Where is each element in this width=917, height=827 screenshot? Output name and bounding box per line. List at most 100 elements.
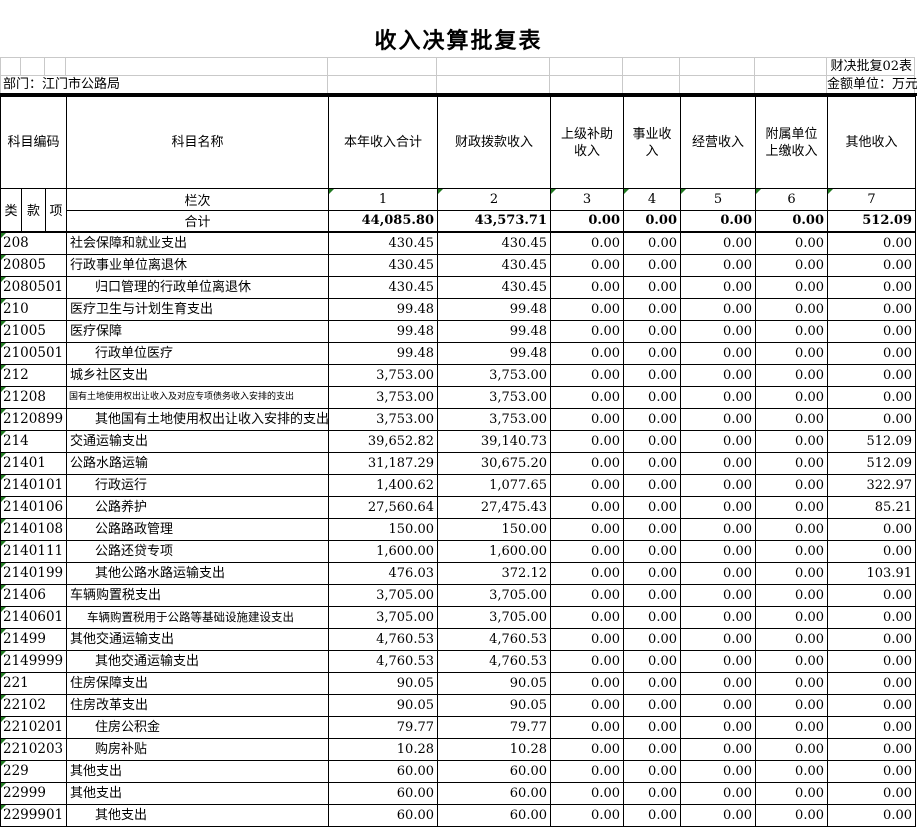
header-col-superior-subsidy[interactable]: 上级补助 收入 bbox=[550, 96, 624, 189]
value-cell[interactable]: 0.00 bbox=[550, 231, 624, 255]
value-cell[interactable]: 0.00 bbox=[680, 407, 756, 431]
value-cell[interactable]: 0.00 bbox=[755, 495, 828, 519]
value-cell[interactable]: 0.00 bbox=[623, 517, 681, 541]
value-cell[interactable]: 0.00 bbox=[680, 561, 756, 585]
value-cell[interactable]: 0.00 bbox=[550, 539, 624, 563]
value-cell[interactable]: 0.00 bbox=[623, 561, 681, 585]
value-cell[interactable]: 90.05 bbox=[328, 671, 438, 695]
subject-name-cell[interactable]: 国有土地使用权出让收入及对应专项债务收入安排的支出 bbox=[66, 385, 329, 409]
value-cell[interactable]: 0.00 bbox=[623, 671, 681, 695]
value-cell[interactable]: 0.00 bbox=[550, 473, 624, 497]
lanci-col-2[interactable]: 2 bbox=[437, 188, 551, 211]
value-cell[interactable]: 0.00 bbox=[550, 605, 624, 629]
value-cell[interactable]: 0.00 bbox=[550, 627, 624, 651]
subject-name-cell[interactable]: 公路还贷专项 bbox=[66, 539, 329, 563]
value-cell[interactable]: 0.00 bbox=[755, 341, 828, 365]
value-cell[interactable]: 430.45 bbox=[437, 253, 551, 277]
value-cell[interactable]: 0.00 bbox=[827, 737, 916, 761]
value-cell[interactable]: 0.00 bbox=[680, 693, 756, 717]
value-cell[interactable]: 99.48 bbox=[437, 319, 551, 343]
value-cell[interactable]: 0.00 bbox=[755, 759, 828, 783]
value-cell[interactable]: 0.00 bbox=[623, 297, 681, 321]
value-cell[interactable]: 3,753.00 bbox=[328, 385, 438, 409]
header-subject-name[interactable]: 科目名称 bbox=[66, 96, 329, 189]
value-cell[interactable]: 0.00 bbox=[623, 649, 681, 673]
total-value-1[interactable]: 44,085.80 bbox=[328, 210, 438, 233]
header-col-total-income[interactable]: 本年收入合计 bbox=[328, 96, 438, 189]
header-col-operating-income[interactable]: 经营收入 bbox=[680, 96, 756, 189]
total-value-3[interactable]: 0.00 bbox=[550, 210, 624, 233]
value-cell[interactable]: 430.45 bbox=[437, 275, 551, 299]
subject-code-cell[interactable]: 221 bbox=[0, 671, 67, 695]
value-cell[interactable]: 0.00 bbox=[680, 363, 756, 387]
subject-name-cell[interactable]: 住房保障支出 bbox=[66, 671, 329, 695]
value-cell[interactable]: 0.00 bbox=[680, 781, 756, 805]
header-subject-code[interactable]: 科目编码 bbox=[0, 96, 67, 189]
value-cell[interactable]: 0.00 bbox=[755, 583, 828, 607]
value-cell[interactable]: 0.00 bbox=[550, 297, 624, 321]
value-cell[interactable]: 0.00 bbox=[755, 649, 828, 673]
value-cell[interactable]: 0.00 bbox=[680, 539, 756, 563]
value-cell[interactable]: 0.00 bbox=[755, 363, 828, 387]
lanci-col-5[interactable]: 5 bbox=[680, 188, 756, 211]
subject-name-cell[interactable]: 公路路政管理 bbox=[66, 517, 329, 541]
subject-name-cell[interactable]: 公路水路运输 bbox=[66, 451, 329, 475]
subject-code-cell[interactable]: 21005 bbox=[0, 319, 67, 343]
subject-name-cell[interactable]: 住房改革支出 bbox=[66, 693, 329, 717]
subject-code-cell[interactable]: 2080501 bbox=[0, 275, 67, 299]
value-cell[interactable]: 0.00 bbox=[755, 737, 828, 761]
subject-name-cell[interactable]: 医疗卫生与计划生育支出 bbox=[66, 297, 329, 321]
value-cell[interactable]: 0.00 bbox=[755, 231, 828, 255]
subject-code-cell[interactable]: 210 bbox=[0, 297, 67, 321]
value-cell[interactable]: 0.00 bbox=[550, 561, 624, 585]
subject-name-cell[interactable]: 车辆购置税支出 bbox=[66, 583, 329, 607]
value-cell[interactable]: 79.77 bbox=[437, 715, 551, 739]
value-cell[interactable]: 0.00 bbox=[827, 319, 916, 343]
value-cell[interactable]: 3,753.00 bbox=[328, 363, 438, 387]
subject-name-cell[interactable]: 其他支出 bbox=[66, 781, 329, 805]
value-cell[interactable]: 0.00 bbox=[755, 693, 828, 717]
subject-code-cell[interactable]: 21406 bbox=[0, 583, 67, 607]
value-cell[interactable]: 0.00 bbox=[550, 649, 624, 673]
subject-code-cell[interactable]: 2140108 bbox=[0, 517, 67, 541]
total-label[interactable]: 合计 bbox=[66, 210, 329, 233]
subject-name-cell[interactable]: 其他支出 bbox=[66, 759, 329, 783]
value-cell[interactable]: 60.00 bbox=[437, 759, 551, 783]
value-cell[interactable]: 0.00 bbox=[623, 429, 681, 453]
value-cell[interactable]: 0.00 bbox=[755, 253, 828, 277]
value-cell[interactable]: 3,705.00 bbox=[328, 605, 438, 629]
value-cell[interactable]: 0.00 bbox=[550, 429, 624, 453]
value-cell[interactable]: 430.45 bbox=[437, 231, 551, 255]
value-cell[interactable]: 0.00 bbox=[755, 605, 828, 629]
subject-name-cell[interactable]: 城乡社区支出 bbox=[66, 363, 329, 387]
value-cell[interactable]: 0.00 bbox=[680, 319, 756, 343]
value-cell[interactable]: 60.00 bbox=[328, 759, 438, 783]
value-cell[interactable]: 27,475.43 bbox=[437, 495, 551, 519]
value-cell[interactable]: 3,753.00 bbox=[437, 363, 551, 387]
value-cell[interactable]: 0.00 bbox=[680, 341, 756, 365]
value-cell[interactable]: 0.00 bbox=[680, 605, 756, 629]
subject-name-cell[interactable]: 行政单位医疗 bbox=[66, 341, 329, 365]
value-cell[interactable]: 0.00 bbox=[680, 715, 756, 739]
value-cell[interactable]: 0.00 bbox=[623, 253, 681, 277]
value-cell[interactable]: 0.00 bbox=[550, 715, 624, 739]
lanci-col-7[interactable]: 7 bbox=[827, 188, 916, 211]
value-cell[interactable]: 99.48 bbox=[328, 341, 438, 365]
value-cell[interactable]: 0.00 bbox=[623, 473, 681, 497]
subject-code-cell[interactable]: 2149999 bbox=[0, 649, 67, 673]
value-cell[interactable]: 0.00 bbox=[550, 737, 624, 761]
value-cell[interactable]: 60.00 bbox=[328, 781, 438, 805]
value-cell[interactable]: 0.00 bbox=[827, 583, 916, 607]
value-cell[interactable]: 0.00 bbox=[550, 583, 624, 607]
value-cell[interactable]: 31,187.29 bbox=[328, 451, 438, 475]
value-cell[interactable]: 0.00 bbox=[827, 671, 916, 695]
value-cell[interactable]: 0.00 bbox=[550, 781, 624, 805]
value-cell[interactable]: 0.00 bbox=[550, 693, 624, 717]
subject-code-cell[interactable]: 229 bbox=[0, 759, 67, 783]
value-cell[interactable]: 0.00 bbox=[827, 275, 916, 299]
value-cell[interactable]: 0.00 bbox=[680, 649, 756, 673]
subject-name-cell[interactable]: 医疗保障 bbox=[66, 319, 329, 343]
subject-code-cell[interactable]: 2140601 bbox=[0, 605, 67, 629]
value-cell[interactable]: 0.00 bbox=[827, 781, 916, 805]
subject-code-cell[interactable]: 2140106 bbox=[0, 495, 67, 519]
